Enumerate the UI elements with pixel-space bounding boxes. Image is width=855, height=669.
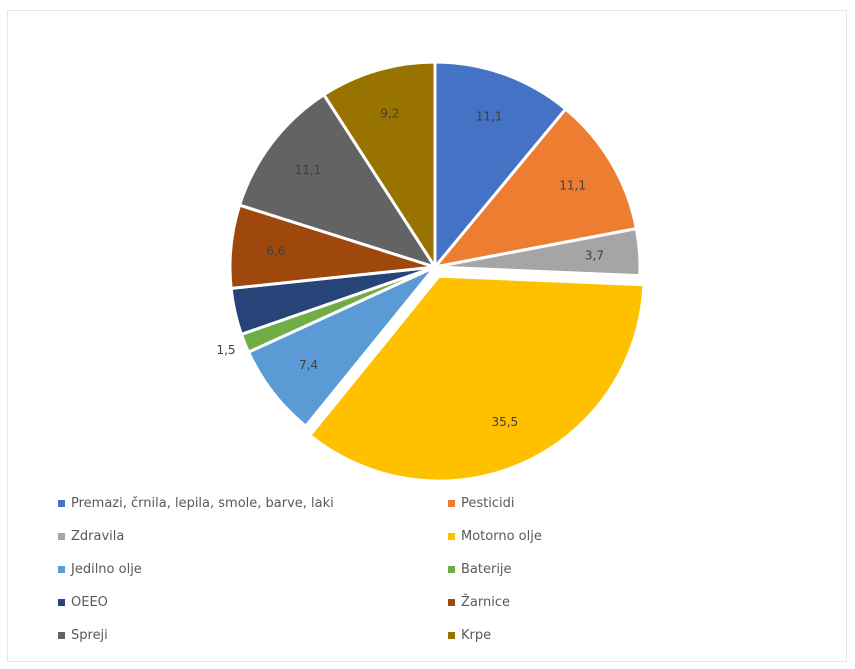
pie-slice-9 <box>321 60 437 273</box>
legend-label: Premazi, črnila, lepila, smole, barve, l… <box>71 495 334 511</box>
legend-label: Motorno olje <box>461 528 542 544</box>
legend-swatch <box>58 565 65 573</box>
data-label-4: 7,4 <box>299 358 318 372</box>
legend-label: Pesticidi <box>461 495 515 511</box>
data-label-1: 11,1 <box>559 179 586 193</box>
data-label-3: 35,5 <box>491 415 518 429</box>
data-label-9: 9,2 <box>380 107 399 121</box>
legend-item-3: Motorno olje <box>448 525 618 547</box>
pie-slice-1 <box>431 106 639 270</box>
legend-item-2: Zdravila <box>58 525 448 547</box>
legend-label: Jedilno olje <box>71 561 142 577</box>
legend-swatch <box>58 532 65 540</box>
data-label-2: 3,7 <box>585 248 604 262</box>
data-label-7: 6,6 <box>266 244 285 258</box>
legend-swatch <box>448 565 455 573</box>
data-label-8: 11,1 <box>295 163 322 177</box>
legend-item-1: Pesticidi <box>448 492 618 514</box>
legend-label: Žarnice <box>461 594 510 610</box>
legend: Premazi, črnila, lepila, smole, barve, l… <box>58 492 618 646</box>
pie-slice-3 <box>307 274 646 483</box>
legend-item-9: Krpe <box>448 624 618 646</box>
legend-label: Zdravila <box>71 528 125 544</box>
legend-label: Krpe <box>461 627 492 643</box>
pie-slice-2 <box>434 226 642 278</box>
legend-item-8: Spreji <box>58 624 448 646</box>
legend-item-0: Premazi, črnila, lepila, smole, barve, l… <box>58 492 448 514</box>
legend-label: OEEO <box>71 594 108 610</box>
data-label-0: 11,1 <box>476 110 503 124</box>
pie-slice-8 <box>237 92 439 270</box>
legend-item-4: Jedilno olje <box>58 558 448 580</box>
legend-swatch <box>448 631 455 639</box>
data-label-5: 1,5 <box>216 343 235 357</box>
legend-swatch <box>58 598 65 606</box>
pie-slice-0 <box>433 60 568 272</box>
legend-swatch <box>448 598 455 606</box>
legend-item-6: OEEO <box>58 591 448 613</box>
legend-label: Spreji <box>71 627 108 643</box>
legend-swatch <box>58 499 65 507</box>
legend-item-5: Baterije <box>448 558 618 580</box>
legend-label: Baterije <box>461 561 512 577</box>
legend-swatch <box>58 631 65 639</box>
legend-item-7: Žarnice <box>448 591 618 613</box>
legend-swatch <box>448 499 455 507</box>
legend-swatch <box>448 532 455 540</box>
